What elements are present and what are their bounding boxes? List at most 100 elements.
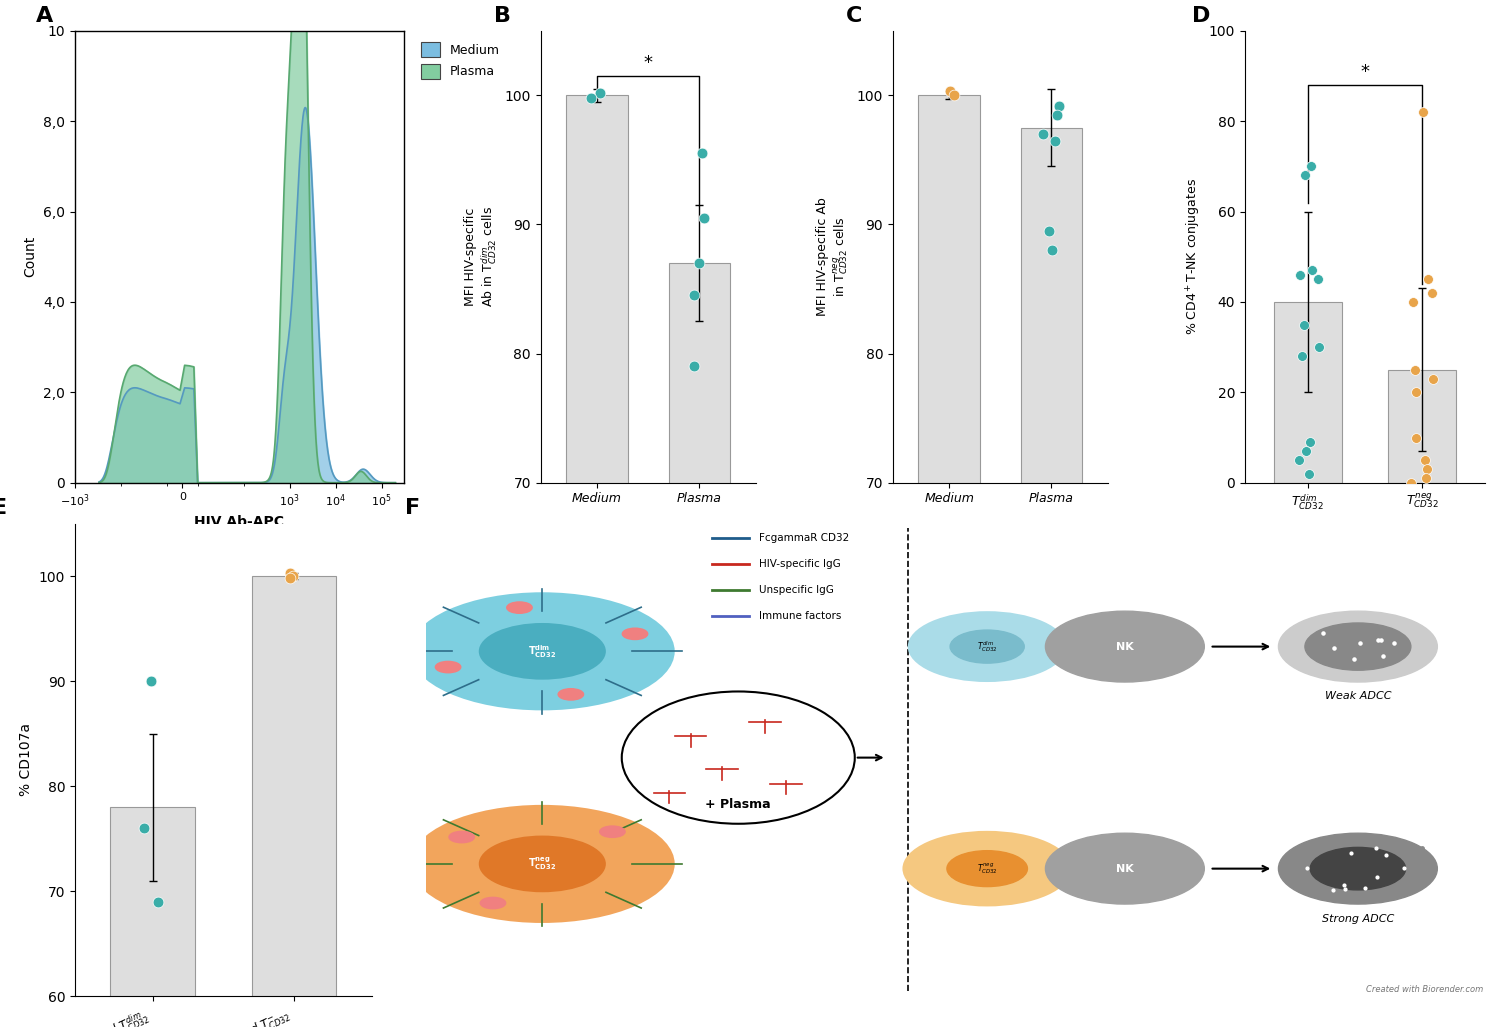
Point <box>1370 832 1394 848</box>
Point <box>690 145 714 161</box>
Point <box>1372 835 1396 851</box>
Point <box>1404 880 1428 897</box>
Circle shape <box>903 831 1072 907</box>
Point <box>1348 635 1372 651</box>
Text: NK: NK <box>1116 864 1134 874</box>
Point <box>1402 362 1426 378</box>
Point <box>1288 267 1312 283</box>
Bar <box>669 263 730 1027</box>
Point <box>1382 635 1406 651</box>
Ellipse shape <box>622 691 855 824</box>
Point <box>1030 126 1054 143</box>
Point <box>1298 465 1322 482</box>
Point <box>1366 633 1390 649</box>
Point <box>1404 384 1428 401</box>
Y-axis label: MFI HIV-specific
Ab in T$_{CD32}^{dim}$ cells: MFI HIV-specific Ab in T$_{CD32}^{dim}$ … <box>464 206 500 307</box>
Circle shape <box>908 611 1066 682</box>
Text: Strong ADCC: Strong ADCC <box>1322 914 1394 923</box>
Circle shape <box>1305 623 1412 671</box>
Point <box>1353 879 1377 896</box>
Point <box>588 84 612 101</box>
Point <box>1410 840 1434 857</box>
Point <box>1410 104 1434 120</box>
X-axis label: HIV Ab-APC: HIV Ab-APC <box>195 515 285 529</box>
Point <box>1414 470 1438 487</box>
Bar <box>1020 127 1082 1027</box>
Bar <box>111 807 195 1027</box>
Point <box>1322 640 1346 656</box>
Point <box>140 673 164 689</box>
Circle shape <box>480 898 506 909</box>
Bar <box>1388 370 1456 483</box>
Point <box>1306 271 1330 288</box>
Point <box>1282 857 1306 873</box>
Point <box>1293 443 1317 459</box>
Point <box>1370 632 1394 648</box>
Circle shape <box>448 832 474 843</box>
Text: E: E <box>0 498 8 519</box>
Point <box>579 89 603 106</box>
Circle shape <box>1278 833 1437 904</box>
Point <box>1401 294 1425 310</box>
Bar <box>918 96 980 1027</box>
Point <box>938 83 962 100</box>
Point <box>1371 648 1395 664</box>
Circle shape <box>1046 611 1205 682</box>
Text: D: D <box>1192 6 1210 26</box>
Text: $T_{CD32}^{dim}$: $T_{CD32}^{dim}$ <box>976 639 998 654</box>
Circle shape <box>435 661 460 673</box>
Text: + Plasma: + Plasma <box>705 798 771 811</box>
Point <box>1404 867 1428 883</box>
Text: F: F <box>405 498 420 519</box>
Point <box>1332 876 1356 892</box>
Circle shape <box>1278 611 1437 682</box>
Bar <box>1274 302 1342 483</box>
Point <box>132 820 156 836</box>
Y-axis label: % CD4$^+$T-NK conjugates: % CD4$^+$T-NK conjugates <box>1185 179 1203 335</box>
Text: *: * <box>644 54 652 72</box>
Point <box>1408 860 1432 876</box>
Text: C: C <box>846 6 862 26</box>
Point <box>692 210 715 226</box>
Text: Weak ADCC: Weak ADCC <box>1324 691 1390 701</box>
Text: $\mathbf{T_{CD32}^{neg}}$: $\mathbf{T_{CD32}^{neg}}$ <box>528 855 556 872</box>
Point <box>1042 132 1066 149</box>
Point <box>1306 339 1330 355</box>
Y-axis label: % CD107a: % CD107a <box>20 723 33 797</box>
Text: HIV-specific IgG: HIV-specific IgG <box>759 559 842 569</box>
Text: Created with Biorender.com: Created with Biorender.com <box>1365 985 1484 994</box>
Point <box>1311 625 1335 642</box>
Circle shape <box>507 602 532 613</box>
Point <box>1342 651 1366 668</box>
Point <box>1293 316 1317 333</box>
Point <box>1392 860 1416 876</box>
Point <box>1040 242 1064 259</box>
Point <box>1400 474 1423 491</box>
Point <box>1280 858 1304 874</box>
Circle shape <box>478 836 606 892</box>
Point <box>1299 158 1323 175</box>
Point <box>1298 433 1322 450</box>
Y-axis label: Count: Count <box>24 236 38 277</box>
Point <box>682 288 706 304</box>
Legend: Medium, Plasma: Medium, Plasma <box>417 37 506 84</box>
Point <box>1281 855 1305 872</box>
Text: B: B <box>494 6 510 26</box>
Point <box>1365 869 1389 885</box>
Point <box>1404 429 1428 446</box>
Circle shape <box>622 629 648 640</box>
Point <box>1374 847 1398 864</box>
Point <box>1287 452 1311 468</box>
Circle shape <box>600 826 625 837</box>
Circle shape <box>946 850 1028 886</box>
Text: Immune factors: Immune factors <box>759 611 842 621</box>
Point <box>1296 860 1320 876</box>
Bar <box>252 576 336 1027</box>
Text: NK: NK <box>1116 642 1134 651</box>
Point <box>1416 271 1440 288</box>
Circle shape <box>410 593 675 711</box>
Circle shape <box>1046 833 1205 904</box>
Bar <box>567 96 627 1027</box>
Point <box>682 358 706 375</box>
Point <box>1046 107 1070 123</box>
